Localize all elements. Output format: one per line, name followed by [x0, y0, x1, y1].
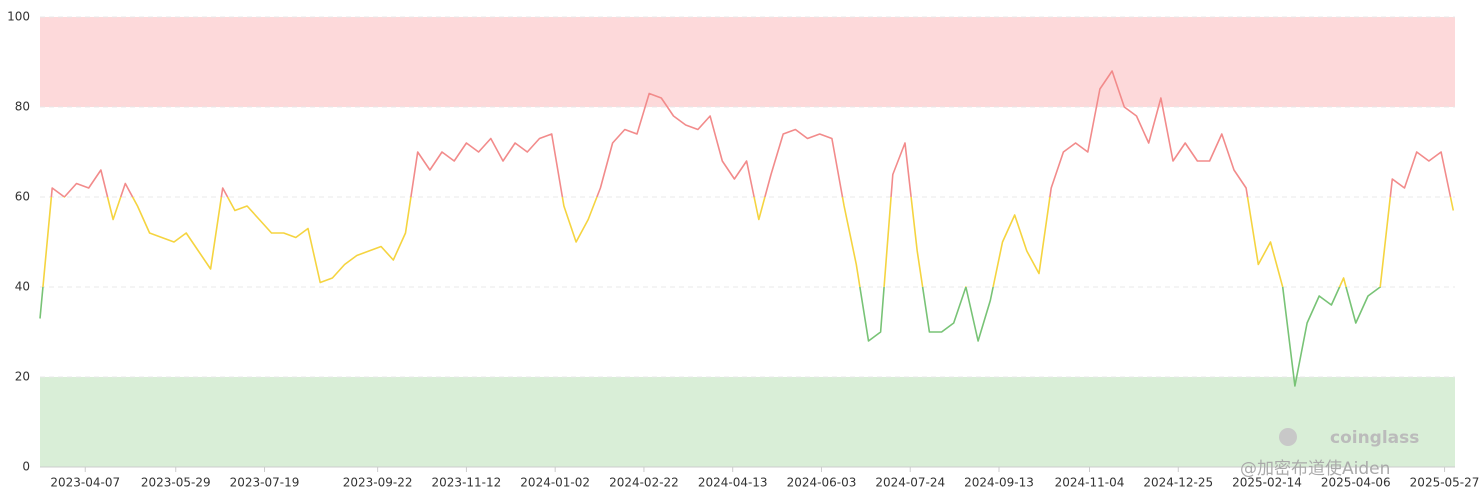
credit: @加密布道使Aiden	[1240, 458, 1390, 479]
y-tick-label: 60	[15, 190, 30, 204]
x-tick-label: 2024-12-25	[1143, 476, 1213, 490]
x-tick-label: 2023-11-12	[432, 476, 502, 490]
zone-band	[40, 17, 1455, 107]
x-tick-label: 2024-04-13	[698, 476, 768, 490]
x-tick-label: 2024-11-04	[1055, 476, 1125, 490]
x-tick-label: 2024-01-02	[520, 476, 590, 490]
x-tick-label: 2023-07-19	[230, 476, 300, 490]
y-tick-label: 80	[15, 100, 30, 114]
y-tick-label: 40	[15, 280, 30, 294]
zone-band	[40, 377, 1455, 467]
x-tick-label: 2023-05-29	[141, 476, 211, 490]
x-tick-label: 2024-02-22	[609, 476, 679, 490]
x-tick-label: 2025-02-14	[1232, 476, 1302, 490]
y-tick-label: 20	[15, 370, 30, 384]
watermark-logo	[1279, 428, 1297, 446]
x-tick-label: 2024-09-13	[964, 476, 1034, 490]
x-tick-label: 2024-06-03	[787, 476, 857, 490]
x-tick-label: 2024-07-24	[875, 476, 945, 490]
watermark: coinglass	[1330, 428, 1419, 448]
x-tick-label: 2023-09-22	[343, 476, 413, 490]
x-tick-label: 2025-05-27	[1410, 476, 1480, 490]
y-tick-label: 100	[7, 10, 30, 24]
index-line	[39, 70, 1455, 387]
x-tick-label: 2025-04-06	[1321, 476, 1391, 490]
y-tick-label: 0	[22, 460, 30, 474]
x-tick-label: 2023-04-07	[50, 476, 120, 490]
